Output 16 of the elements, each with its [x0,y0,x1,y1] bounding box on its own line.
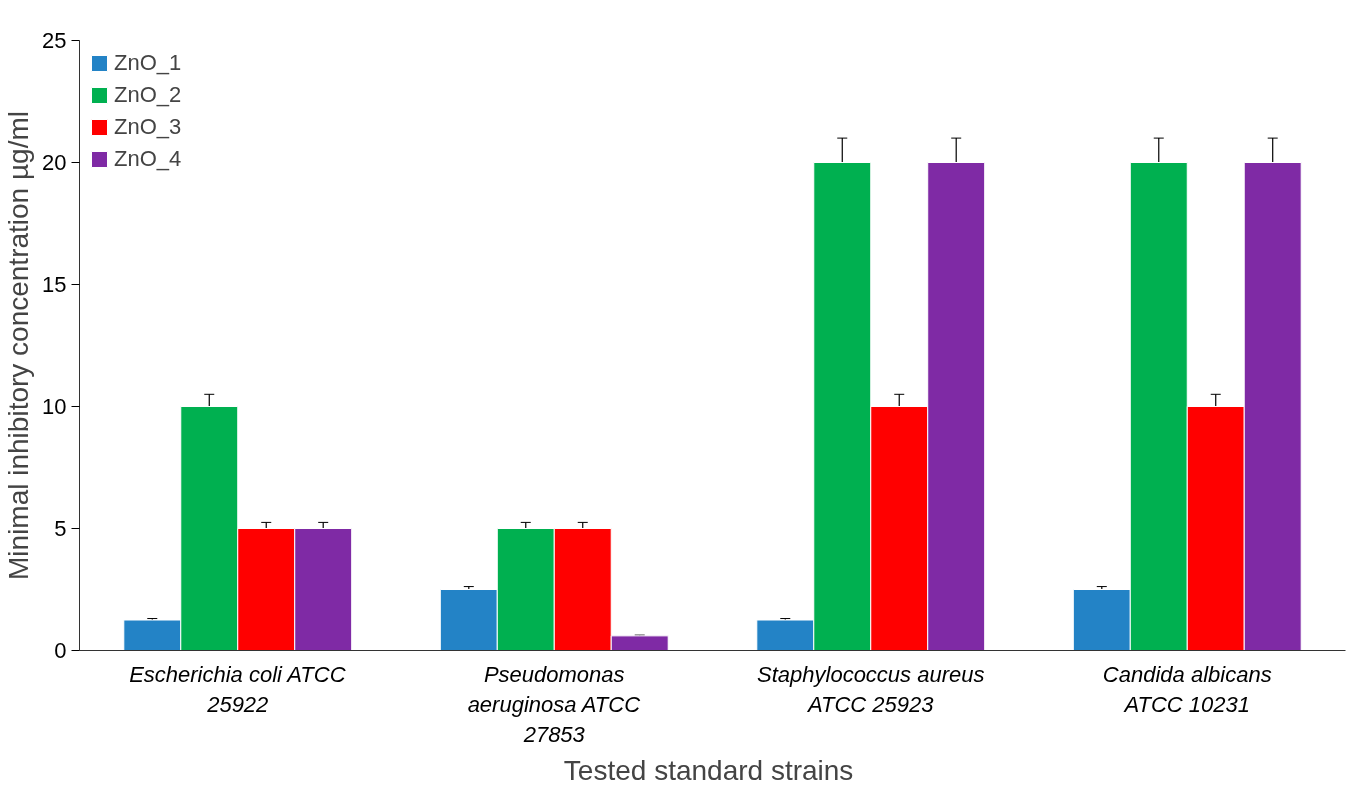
y-tick-label: 5 [54,516,67,541]
y-tick-label: 25 [42,28,67,53]
legend-label: ZnO_4 [114,146,182,172]
x-tick-label: Pseudomonas aeruginosa ATCC 27853 [467,661,641,747]
x-tick-label: Candida albicans ATCC 10231 [1102,661,1272,717]
x-tick-label: Staphylococcus aureus ATCC 25923 [757,661,985,717]
y-tick-label: 20 [42,150,67,175]
y-tick-label: 10 [42,394,67,419]
y-axis-title: Minimal inhibitory concentration µg/ml [3,110,35,580]
legend-label: ZnO_2 [114,82,182,108]
x-axis-title: Tested standard strains [563,754,854,786]
legend-label: ZnO_1 [114,50,182,76]
y-tick-label: 15 [42,272,67,297]
x-tick-label: Escherichia coli ATCC 25922 [129,661,346,717]
legend-label: ZnO_3 [114,114,182,140]
y-tick-label: 0 [54,638,67,663]
